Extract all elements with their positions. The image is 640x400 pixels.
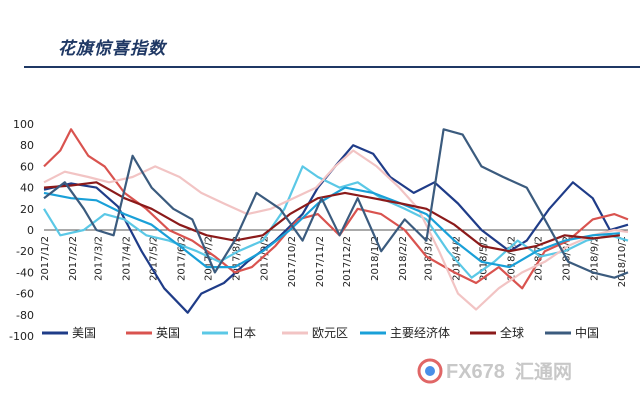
x-tick-label: 2018/5/2 xyxy=(478,236,489,281)
title-divider xyxy=(24,66,640,68)
legend-item: 英国 xyxy=(126,326,180,340)
page-title: 花旗惊喜指数 xyxy=(58,39,166,59)
x-tick-label: 2018/4/2 xyxy=(451,236,462,281)
brand-logo-icon xyxy=(417,358,443,384)
x-tick-label: 2018/2/2 xyxy=(398,236,409,281)
legend-label: 欧元区 xyxy=(312,326,348,340)
legend-label: 日本 xyxy=(232,326,256,340)
y-tick-label: 60 xyxy=(20,160,34,173)
series-lines xyxy=(43,128,629,314)
series-line-欧元区 xyxy=(43,149,629,311)
legend-label: 美国 xyxy=(72,326,96,340)
x-tick-label: 2017/1/2 xyxy=(40,236,51,281)
y-tick-label: -100 xyxy=(9,330,34,343)
y-tick-label: 40 xyxy=(20,182,34,195)
x-tick-label: 2017/10/2 xyxy=(287,236,298,287)
legend-item: 日本 xyxy=(202,326,256,340)
x-tick-label: 2018/1/2 xyxy=(370,236,381,281)
x-tick-label: 2017/11/2 xyxy=(315,236,326,287)
y-tick-label: 80 xyxy=(20,139,34,152)
x-tick-label: 2017/4/2 xyxy=(121,236,132,281)
series-line-美国 xyxy=(43,144,629,314)
watermark-suffix: 汇通网 xyxy=(515,361,572,383)
x-tick-label: 2018/6/2 xyxy=(506,236,517,281)
legend-item: 欧元区 xyxy=(282,326,348,340)
series-line-英国 xyxy=(43,128,629,290)
legend-label: 英国 xyxy=(156,326,180,340)
x-tick-label: 2017/6/2 xyxy=(177,236,188,281)
watermark: FX678 汇通网 xyxy=(417,358,572,384)
x-tick-label: 2017/8/2 xyxy=(232,236,243,281)
legend-item: 全球 xyxy=(470,325,524,340)
series-line-全球 xyxy=(43,181,621,253)
x-tick-label: 2017/3/2 xyxy=(93,236,104,281)
y-axis: 100 80 60 40 20 0 -20 -40 -60 -80 -100 xyxy=(9,118,34,343)
legend-label: 全球 xyxy=(500,325,524,340)
y-tick-label: -20 xyxy=(16,245,34,258)
legend: 美国 英国 日本 欧元区 主要经济体 全球 中国 xyxy=(42,325,599,340)
x-tick-label: 2018/10/2 xyxy=(617,236,628,287)
y-tick-label: -40 xyxy=(16,266,34,279)
y-tick-label: 100 xyxy=(13,118,34,131)
y-tick-label: 20 xyxy=(20,203,34,216)
legend-item: 主要经济体 xyxy=(360,325,450,340)
legend-label: 主要经济体 xyxy=(390,325,450,340)
x-tick-label: 2017/9/2 xyxy=(260,236,271,281)
x-tick-label: 2017/5/2 xyxy=(148,236,159,281)
x-tick-label: 2017/12/2 xyxy=(342,236,353,287)
y-tick-label: 0 xyxy=(27,224,34,237)
legend-item: 美国 xyxy=(42,326,96,340)
legend-item: 中国 xyxy=(545,325,599,340)
x-tick-label: 2018/9/2 xyxy=(590,236,601,281)
x-tick-label: 2017/2/2 xyxy=(68,236,79,281)
legend-label: 中国 xyxy=(575,325,599,340)
y-tick-label: -60 xyxy=(16,288,34,301)
brand-logo-dot-icon xyxy=(425,366,435,376)
watermark-brand: FX678 xyxy=(446,361,505,383)
series-line-中国 xyxy=(43,128,629,279)
y-tick-label: -80 xyxy=(16,309,34,322)
series-line-日本 xyxy=(43,165,629,279)
